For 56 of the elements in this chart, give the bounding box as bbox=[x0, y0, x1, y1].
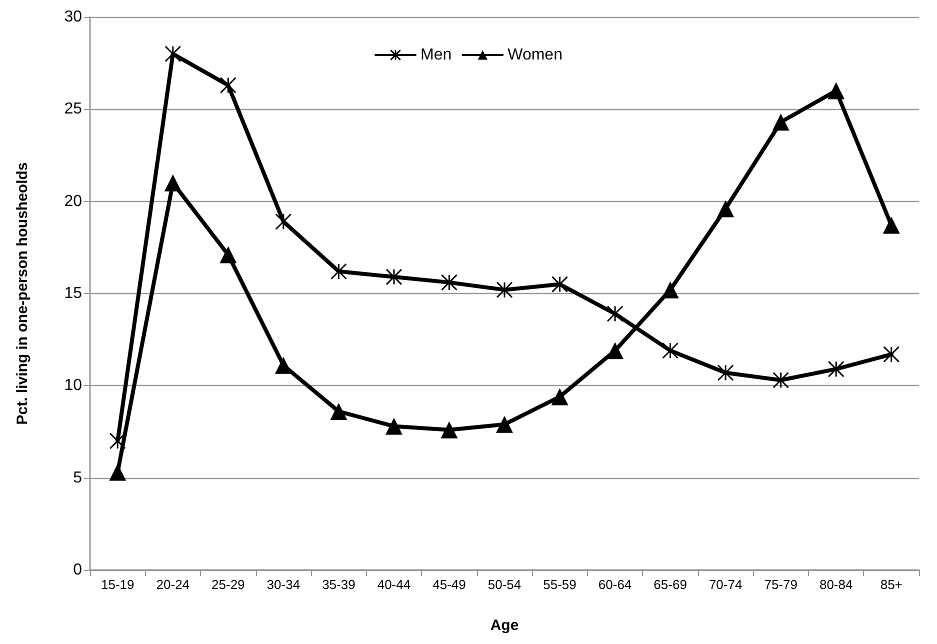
point bbox=[883, 346, 900, 363]
point bbox=[330, 263, 347, 280]
x-tick-label: 55-59 bbox=[543, 577, 576, 592]
point bbox=[109, 432, 126, 450]
legend-label: Men bbox=[420, 46, 452, 64]
x-tick-label: 60-64 bbox=[598, 577, 632, 592]
y-tick-label: 30 bbox=[64, 8, 82, 26]
point bbox=[220, 246, 237, 264]
y-tick-label: 25 bbox=[64, 100, 82, 118]
x-axis-title: Age bbox=[490, 617, 519, 634]
x-tick-label: 65-69 bbox=[654, 577, 687, 592]
x-tick-label: 75-79 bbox=[764, 577, 798, 592]
point bbox=[496, 416, 513, 433]
point bbox=[386, 268, 402, 286]
x-tick-label: 45-49 bbox=[432, 577, 466, 592]
point bbox=[164, 46, 182, 62]
point bbox=[606, 306, 624, 322]
y-tick-label: 15 bbox=[64, 285, 82, 302]
point bbox=[552, 276, 568, 293]
x-tick-label: 70-74 bbox=[708, 577, 742, 592]
x-tick-label: 85+ bbox=[880, 577, 902, 592]
x-tick-label: 25-29 bbox=[212, 577, 245, 592]
point bbox=[330, 402, 348, 420]
y-axis-title: Pct. living in one-person housheolds bbox=[14, 162, 31, 425]
point bbox=[662, 281, 679, 298]
legend-label: Women bbox=[508, 46, 562, 64]
point bbox=[717, 364, 734, 382]
point bbox=[606, 342, 624, 360]
point bbox=[275, 213, 292, 230]
point bbox=[440, 421, 458, 438]
x-tick-label: 20-24 bbox=[156, 577, 190, 592]
point bbox=[772, 114, 790, 131]
x-tick-label: 15-19 bbox=[101, 577, 134, 592]
point bbox=[828, 82, 845, 100]
point bbox=[828, 360, 844, 378]
y-tick-label: 5 bbox=[73, 469, 82, 486]
x-tick-label: 30-34 bbox=[266, 577, 300, 592]
point bbox=[662, 342, 679, 359]
x-tick-label: 80-84 bbox=[819, 577, 853, 592]
point bbox=[385, 418, 402, 435]
point bbox=[164, 174, 182, 192]
x-tick-label: 35-39 bbox=[322, 577, 356, 592]
point bbox=[717, 200, 734, 218]
point bbox=[440, 274, 458, 291]
point bbox=[496, 282, 513, 298]
point bbox=[772, 372, 790, 388]
point bbox=[274, 356, 292, 374]
point bbox=[551, 388, 568, 406]
point bbox=[220, 76, 236, 94]
x-tick-label: 40-44 bbox=[377, 577, 411, 592]
point bbox=[109, 464, 126, 481]
y-tick-label: 10 bbox=[64, 377, 82, 394]
y-tick-label: 0 bbox=[73, 562, 82, 578]
y-tick-label: 20 bbox=[64, 192, 82, 210]
point bbox=[882, 216, 900, 234]
x-tick-label: 50-54 bbox=[488, 577, 522, 592]
